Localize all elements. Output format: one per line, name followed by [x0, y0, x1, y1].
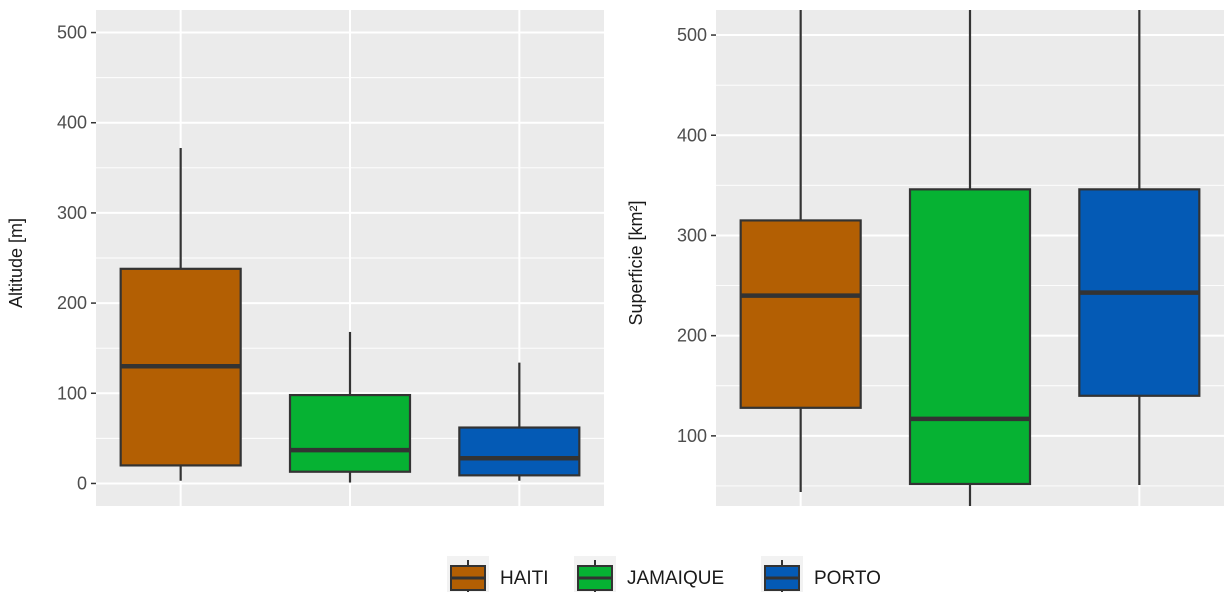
- legend-item-jamaique: JAMAIQUE: [574, 556, 724, 592]
- y-tick-label: 300: [677, 225, 707, 245]
- y-tick-label: 500: [677, 25, 707, 45]
- y-tick-label: 200: [677, 326, 707, 346]
- legend-item-porto: PORTO: [761, 556, 881, 592]
- legend-label: HAITI: [500, 568, 549, 589]
- box-haiti: [119, 147, 242, 481]
- box-porto: [1078, 10, 1201, 485]
- y-tick-label: 200: [57, 293, 87, 313]
- legend-label: JAMAIQUE: [627, 568, 724, 589]
- box-porto: [458, 362, 581, 481]
- box-iqr: [458, 426, 581, 477]
- legend-item-haiti: HAITI: [447, 556, 549, 592]
- y-axis-title: Altitude [m]: [6, 218, 26, 308]
- y-tick-label: 100: [57, 383, 87, 403]
- y-tick-label: 400: [677, 125, 707, 145]
- altitude-boxplot-panel: 0 100 200 300 400 500 Altitude [m]: [6, 10, 604, 506]
- box-jamaique: [288, 331, 412, 483]
- box-iqr: [288, 393, 412, 473]
- superficie-boxplot-panel: 100 200 300 400 500 Superficie [km²]: [626, 10, 1224, 506]
- y-tick-label: 0: [77, 473, 87, 493]
- legend: HAITI JAMAIQUE PORTO: [447, 556, 881, 592]
- y-tick-label: 300: [57, 203, 87, 223]
- box-haiti: [739, 10, 862, 492]
- box-iqr: [908, 188, 1032, 486]
- y-tick-label: 100: [677, 426, 707, 446]
- legend-label: PORTO: [814, 568, 881, 589]
- y-tick-label: 500: [57, 23, 87, 43]
- y-tick-label: 400: [57, 113, 87, 133]
- y-axis-title: Superficie [km²]: [626, 200, 646, 325]
- box-iqr: [739, 219, 862, 409]
- box-jamaique: [908, 10, 1032, 506]
